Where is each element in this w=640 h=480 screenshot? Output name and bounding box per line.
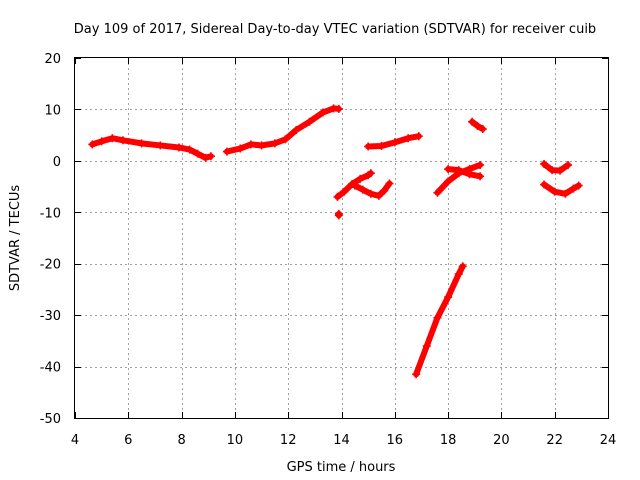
y-tick-label: -10 <box>40 206 61 221</box>
x-tick-label: 24 <box>600 433 617 448</box>
y-tick-label: -30 <box>40 309 61 324</box>
axis-ticks <box>75 58 609 419</box>
data-point <box>281 135 290 144</box>
y-tick-label: 20 <box>44 52 61 67</box>
data-point <box>478 124 487 133</box>
y-tick-label: -40 <box>40 361 61 376</box>
data-point <box>97 137 106 146</box>
plot-frame <box>74 57 609 419</box>
y-tick-label: -50 <box>40 412 61 427</box>
x-tick-label: 20 <box>493 433 510 448</box>
data-point <box>444 177 453 186</box>
data-point <box>201 153 210 162</box>
data-point <box>174 143 183 152</box>
data-point <box>270 139 279 148</box>
data-point <box>193 149 202 158</box>
x-tick-label: 18 <box>440 433 457 448</box>
data-point <box>422 342 431 350</box>
data-point <box>156 141 165 150</box>
data-point <box>236 144 245 153</box>
data-point <box>473 121 482 130</box>
data-point <box>385 179 394 188</box>
x-tick-label: 16 <box>387 433 404 448</box>
series-segment-1 <box>89 135 214 161</box>
data-point <box>185 145 194 154</box>
data-point <box>358 185 367 194</box>
grid-lines <box>75 58 608 418</box>
data-point <box>350 181 359 190</box>
data-point <box>377 141 386 150</box>
series-segment-9 <box>445 166 484 180</box>
data-point <box>246 140 255 149</box>
x-tick-label: 10 <box>227 433 244 448</box>
data-point <box>334 211 343 220</box>
data-point <box>540 180 549 189</box>
data-point <box>414 132 423 141</box>
y-tick-label: 10 <box>44 103 61 118</box>
series-segment-7 <box>413 263 466 378</box>
data-series <box>88 104 583 379</box>
x-tick-labels: 4 6 8 10 12 14 16 18 20 22 24 <box>71 433 616 448</box>
data-point <box>404 134 413 143</box>
data-point <box>356 174 365 183</box>
data-point <box>334 104 343 113</box>
data-point <box>476 160 485 169</box>
data-point <box>574 181 583 190</box>
data-point <box>454 270 463 278</box>
data-point <box>550 187 559 196</box>
data-point <box>444 293 453 302</box>
data-point <box>366 189 375 198</box>
data-point <box>292 126 301 134</box>
x-tick-label: 14 <box>333 433 350 448</box>
y-axis-label: SDTVAR / TECUs <box>8 185 23 292</box>
data-point <box>564 160 573 169</box>
data-point <box>88 140 97 149</box>
data-point <box>333 192 342 201</box>
data-point <box>569 184 578 193</box>
data-point <box>468 117 477 126</box>
x-tick-label: 8 <box>177 433 185 448</box>
data-point <box>548 166 557 175</box>
data-point <box>380 186 389 195</box>
data-point <box>454 166 463 175</box>
data-point <box>561 189 570 198</box>
data-point <box>476 172 485 181</box>
data-point <box>305 117 314 126</box>
data-point <box>412 370 421 379</box>
data-point <box>433 188 442 197</box>
data-point <box>118 136 127 145</box>
data-point <box>108 134 117 143</box>
data-point <box>366 169 375 178</box>
data-point <box>390 138 399 147</box>
data-point <box>222 147 231 156</box>
data-point <box>433 313 442 322</box>
data-point <box>540 159 549 168</box>
data-point <box>465 170 474 179</box>
x-axis-label: GPS time / hours <box>287 460 396 475</box>
x-tick-label: 6 <box>124 433 132 448</box>
data-point <box>556 166 565 175</box>
data-point <box>257 141 266 150</box>
data-point <box>206 152 215 161</box>
y-tick-label: 0 <box>53 155 61 170</box>
y-tick-label: -20 <box>40 258 61 273</box>
x-tick-label: 4 <box>71 433 79 448</box>
x-tick-label: 22 <box>546 433 563 448</box>
data-point <box>340 187 349 196</box>
x-tick-label: 12 <box>280 433 297 448</box>
chart-title: Day 109 of 2017, Sidereal Day-to-day VTE… <box>74 22 596 37</box>
data-point <box>458 262 467 271</box>
data-point <box>137 139 146 148</box>
y-tick-labels: -50 -40 -30 -20 -10 0 10 20 <box>40 52 61 427</box>
data-point <box>364 142 373 151</box>
data-point <box>374 191 383 200</box>
data-point <box>444 165 453 174</box>
data-point <box>318 108 327 117</box>
